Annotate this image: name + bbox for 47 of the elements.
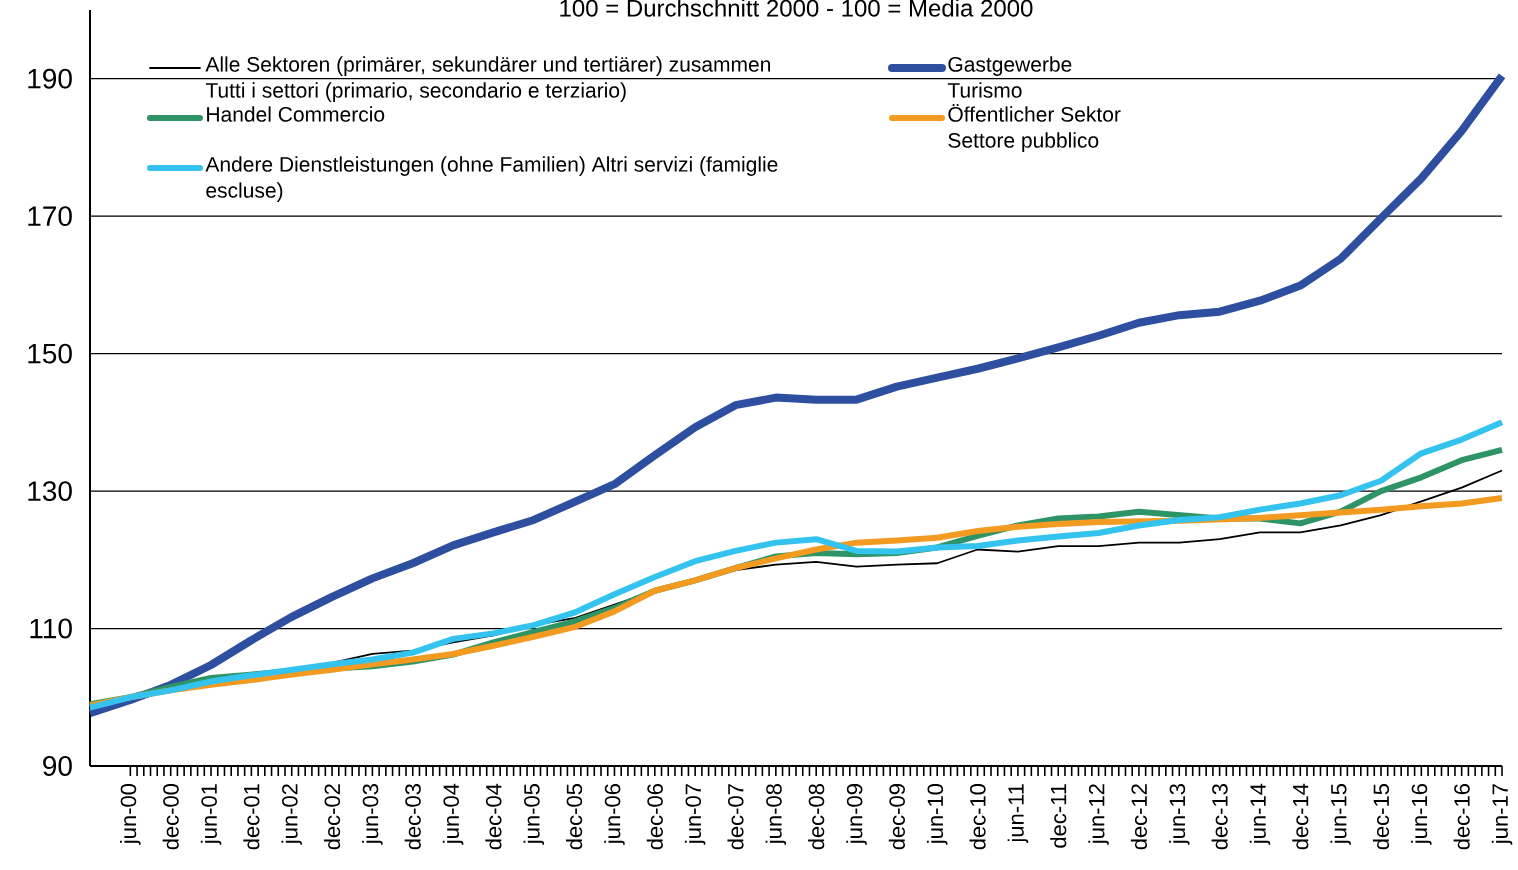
x-tick-label: dec-12: [1130, 784, 1148, 850]
y-tick-label: 110: [30, 618, 72, 639]
x-tick-label: dec-03: [404, 784, 421, 850]
x-tick-label: dec-01: [243, 784, 260, 850]
x-tick-label: dec-09: [888, 784, 905, 850]
x-tick-label: dec-11: [1050, 784, 1067, 848]
y-tick-label: 170: [28, 206, 72, 227]
x-tick-label: jun-17: [1491, 784, 1513, 845]
x-tick-label: jun-05: [523, 783, 545, 845]
x-tick-label: dec-13: [1211, 784, 1228, 850]
x-tick-label: jun-15: [1330, 783, 1351, 845]
x-tick-label: dec-06: [646, 784, 663, 850]
x-tick-label: dec-16: [1453, 784, 1470, 850]
legend-label: Öffentlicher Sektor Settore pubblico: [948, 104, 1121, 152]
y-tick-label: 150: [28, 343, 72, 364]
x-tick-label: jun-12: [1088, 784, 1109, 845]
x-tick-label: dec-02: [323, 784, 341, 850]
x-tick-label: dec-14: [1292, 783, 1309, 850]
x-tick-label: dec-07: [727, 784, 744, 850]
x-tick-label: jun-08: [765, 784, 787, 845]
y-tick-label: 130: [28, 481, 72, 502]
x-tick-label: jun-13: [1169, 784, 1190, 845]
legend-label: Gastgewerbe Turismo: [947, 56, 1072, 98]
x-tick-label: jun-07: [684, 784, 706, 845]
x-tick-label: jun-01: [200, 784, 222, 845]
x-tick-label: jun-09: [846, 784, 867, 845]
x-tick-label: jun-14: [1249, 783, 1271, 845]
x-tick-label: jun-10: [926, 783, 948, 845]
x-tick-label: jun-00: [120, 783, 141, 845]
chart-title: 100 = Durchschnitt 2000 - 100 = Media 2000: [560, 0, 1033, 17]
x-tick-label: dec-04: [485, 783, 502, 850]
x-tick-label: dec-08: [808, 784, 825, 850]
x-tick-label: dec-10: [969, 783, 986, 850]
x-tick-label: dec-05: [566, 783, 583, 850]
x-tick-label: jun-16: [1411, 784, 1432, 845]
y-tick-label: 90: [43, 756, 72, 776]
x-tick-label: dec-15: [1372, 783, 1390, 850]
legend-label: Andere Dienstleistungen (ohne Familien) Altri servizi (famiglie escluse): [205, 156, 778, 202]
x-tick-label: jun-11: [1007, 784, 1029, 844]
x-tick-label: jun-04: [442, 783, 464, 845]
legend-label: Handel Commercio: [207, 106, 385, 122]
x-tick-label: jun-03: [362, 784, 383, 845]
x-tick-label: jun-06: [604, 784, 625, 845]
y-tick-label: 190: [28, 68, 72, 89]
legend-label: Alle Sektoren (primärer, sekundärer und tertiärer) zusammen Tutti i settori (primario, secondario e terziario): [205, 56, 771, 102]
x-tick-label: dec-00: [162, 783, 179, 850]
x-tick-label: jun-02: [281, 784, 302, 845]
